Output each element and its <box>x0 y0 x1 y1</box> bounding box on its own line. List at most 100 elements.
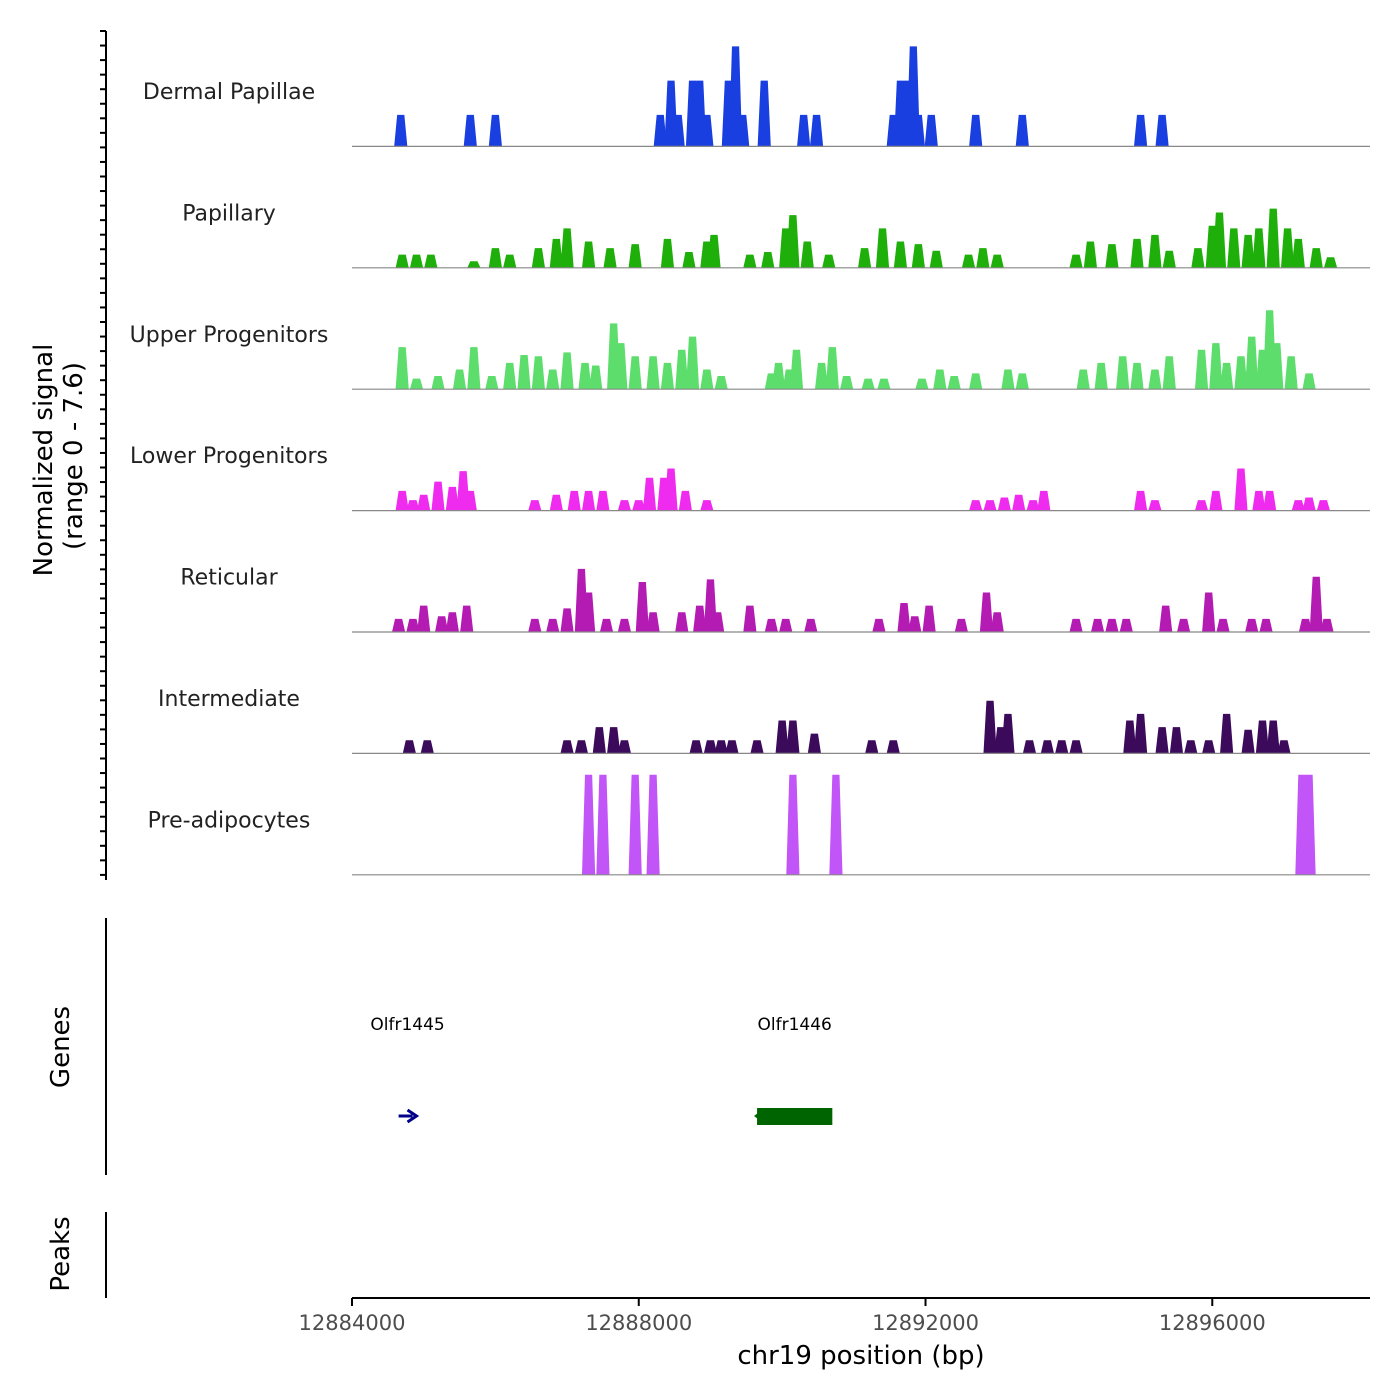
signal-peak <box>1212 212 1227 268</box>
signal-peak <box>596 774 610 875</box>
signal-peak <box>467 261 481 268</box>
signal-peak <box>1302 497 1316 511</box>
signal-peak <box>1266 208 1280 268</box>
track-lower-progenitors: Lower Progenitors <box>130 444 1370 512</box>
signal-peak <box>394 114 408 147</box>
signal-peak <box>969 373 983 390</box>
signal-peak <box>653 114 667 147</box>
signal-peak <box>395 490 409 511</box>
signal-peak <box>1116 356 1130 390</box>
signal-peak <box>614 343 628 390</box>
coverage-tracks: Dermal Papillae Papillary Upper Progenitor… <box>130 46 1370 876</box>
signal-peak <box>392 618 406 632</box>
strand-arrow-icon <box>754 1109 764 1123</box>
signal-peak <box>574 740 588 754</box>
signal-peak <box>581 241 596 268</box>
track-label: Papillary <box>182 201 276 226</box>
signal-peak <box>1323 257 1338 268</box>
signal-peak <box>1259 618 1273 632</box>
signal-peak <box>1119 618 1133 632</box>
signal-peak <box>406 618 420 632</box>
coverage-y-ticks <box>100 30 106 876</box>
signal-peak <box>1227 228 1241 268</box>
signal-peak <box>969 500 983 511</box>
signal-peak <box>617 740 632 754</box>
signal-peak <box>528 618 542 632</box>
signal-peak <box>1148 234 1162 268</box>
signal-peak <box>725 740 739 754</box>
signal-peak <box>617 618 632 632</box>
signal-peak <box>908 616 922 632</box>
track-dermal-papillae: Dermal Papillae <box>143 46 1370 147</box>
signal-peak <box>1162 250 1176 268</box>
track-reticular: Reticular <box>180 566 1370 633</box>
signal-peak <box>463 490 477 511</box>
signal-peak <box>1015 373 1029 390</box>
signal-peak <box>632 500 646 511</box>
signal-peak <box>635 582 649 632</box>
genes-panel-title: Genes <box>46 1006 76 1088</box>
signal-peak <box>743 605 757 632</box>
signal-peak <box>1291 238 1305 268</box>
signal-peak <box>1309 576 1323 632</box>
signal-peak <box>1194 349 1209 390</box>
signal-peak <box>840 376 854 390</box>
signal-peak <box>409 378 424 390</box>
signal-peak <box>395 347 409 390</box>
signal-peak <box>1076 369 1090 390</box>
signal-peak <box>452 369 467 390</box>
x-tick-label: 12888000 <box>585 1311 692 1335</box>
signal-peak <box>1130 238 1144 268</box>
strand-arrow-icon <box>406 1108 420 1124</box>
signal-peak <box>546 618 560 632</box>
signal-peak <box>750 740 764 754</box>
signal-peak <box>961 254 976 268</box>
signal-peak <box>1090 618 1105 632</box>
signal-peak <box>804 618 818 632</box>
track-label: Upper Progenitors <box>130 323 329 348</box>
signal-peak <box>1130 362 1144 390</box>
signal-peak <box>607 727 621 754</box>
signal-peak <box>786 720 800 754</box>
track-intermediate: Intermediate <box>158 687 1370 755</box>
signal-peak <box>1263 490 1277 511</box>
signal-peak <box>485 376 499 390</box>
signal-peak <box>1298 618 1313 632</box>
signal-peak <box>560 740 574 754</box>
x-tick-label: 12892000 <box>872 1311 979 1335</box>
signal-peak <box>678 490 692 511</box>
signal-peak <box>825 347 839 390</box>
signal-peak <box>1105 618 1119 632</box>
gene-label: Olfr1445 <box>370 1015 444 1035</box>
signal-peak <box>1162 356 1176 390</box>
signal-peak <box>779 618 793 632</box>
signal-peak <box>761 252 775 268</box>
signal-peak <box>897 603 911 632</box>
signal-peak <box>915 378 929 390</box>
signal-peak <box>1105 244 1119 268</box>
signal-peak <box>822 254 836 268</box>
signal-peak <box>581 774 596 875</box>
signal-peak <box>592 727 606 754</box>
signal-peak <box>865 740 879 754</box>
signal-peak <box>983 700 997 754</box>
signal-peak <box>1069 254 1083 268</box>
signal-peak <box>829 774 843 875</box>
signal-peak <box>711 612 725 632</box>
signal-peak <box>560 352 574 390</box>
signal-peak <box>1069 618 1083 632</box>
signal-peak <box>1291 500 1305 511</box>
signal-peak <box>675 612 689 632</box>
gene-annotations: Olfr1445 Olfr1446 <box>370 1015 833 1125</box>
signal-peak <box>546 369 560 390</box>
signal-peak <box>675 349 689 390</box>
signal-peak <box>1320 618 1334 632</box>
signal-peak <box>1284 356 1298 390</box>
signal-peak <box>1155 114 1169 147</box>
signal-peak <box>1252 490 1266 511</box>
signal-peak <box>628 774 642 875</box>
signal-peak <box>1202 592 1216 632</box>
signal-peak <box>911 244 925 268</box>
signal-peak <box>1209 490 1223 511</box>
